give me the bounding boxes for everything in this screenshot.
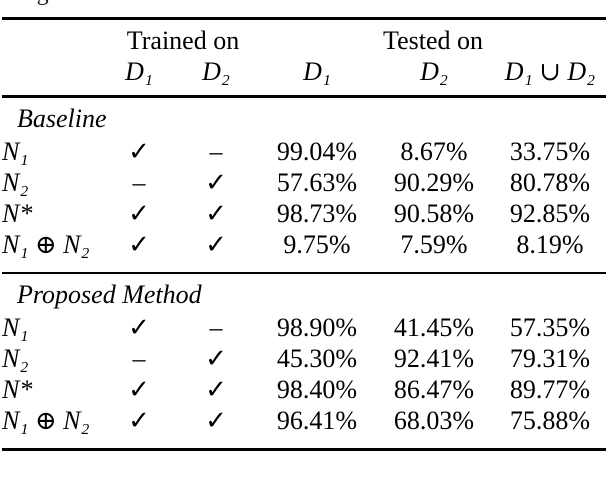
model-label: N₂ [2,168,29,197]
group-header-row: Trained on Tested on [2,19,606,57]
model-label: N* [2,375,33,404]
model-label: N₁ [2,313,29,342]
tested-union-cell: 33.75% [509,137,591,166]
trained-d1-cell: ✓ [128,199,150,228]
tested-union-cell: 80.78% [509,168,591,197]
table-section: Proposed Method N₁ ✓ – 98.90% 41.45% 57.… [2,273,607,450]
trained-d2-cell: ✓ [205,375,227,404]
trained-on-header: Trained on [126,26,240,55]
tested-union-cell: 79.31% [509,344,591,373]
trained-d1-cell: ✓ [128,230,150,259]
model-label: N₁ ⊕ N₂ [2,230,90,259]
col-tested-d1: D₁ [303,57,331,86]
clipped-text-line: weights of the networks. [2,0,608,9]
model-label: N₁ [2,137,29,166]
table-section: Baseline N₁ ✓ – 99.04% 8.67% 33.75% N₂ –… [2,97,606,274]
table-header: Trained on Tested on D₁ D₂ D₁ D₂ D₁ ∪ D₂ [2,19,607,97]
tested-d1-cell: 57.63% [276,168,358,197]
tested-d1-cell: 98.40% [276,375,358,404]
tested-union-cell: 75.88% [509,406,591,435]
tested-d2-cell: 90.58% [393,199,475,228]
table-row: N₂ – ✓ 45.30% 92.41% 79.31% [2,343,606,374]
trained-d1-cell: ✓ [128,375,150,404]
trained-d2-cell: ✓ [205,344,227,373]
tested-d1-cell: 99.04% [276,137,358,166]
tested-union-cell: 89.77% [509,375,591,404]
section-title: Proposed Method [17,280,202,309]
table-row: N* ✓ ✓ 98.73% 90.58% 92.85% [2,198,606,229]
tested-union-cell: 57.35% [509,313,591,342]
table-row: N₁ ✓ – 99.04% 8.67% 33.75% [2,136,606,167]
col-trained-d2: D₂ [202,57,230,86]
section-header-row: Proposed Method [2,273,606,312]
trained-d1-cell: – [132,344,146,373]
col-trained-d1: D₁ [125,57,153,86]
trained-d2-cell: ✓ [205,230,227,259]
table-row: N₁ ⊕ N₂ ✓ ✓ 9.75% 7.59% 8.19% [2,229,606,273]
trained-d1-cell: ✓ [128,313,150,342]
tested-union-cell: 92.85% [509,199,591,228]
column-header-row: D₁ D₂ D₁ D₂ D₁ ∪ D₂ [2,56,606,97]
tested-d2-cell: 86.47% [393,375,475,404]
tested-d2-cell: 7.59% [400,230,468,259]
trained-d1-cell: ✓ [128,137,150,166]
model-label: N₂ [2,344,29,373]
subheader-spacer [2,56,106,97]
trained-d2-cell: ✓ [205,168,227,197]
table-row: N* ✓ ✓ 98.40% 86.47% 89.77% [2,374,606,405]
section-title: Baseline [17,104,107,133]
col-tested-d1-union-d2: D₁ ∪ D₂ [504,57,596,86]
section-header-row: Baseline [2,97,606,137]
trained-d2-cell: ✓ [205,199,227,228]
table-row: N₁ ✓ – 98.90% 41.45% 57.35% [2,312,606,343]
tested-d2-cell: 90.29% [393,168,475,197]
tested-on-header: Tested on [383,26,483,55]
trained-d2-cell: – [209,313,223,342]
model-label: N* [2,199,33,228]
caption-fragment-text: weights of the networks. [2,0,608,6]
tested-d2-cell: 68.03% [393,406,475,435]
trained-d2-cell: – [209,137,223,166]
tested-d1-cell: 9.75% [283,230,351,259]
table-row: N₁ ⊕ N₂ ✓ ✓ 96.41% 68.03% 75.88% [2,405,606,450]
trained-d1-cell: ✓ [128,406,150,435]
header-spacer [2,19,106,57]
results-table: Trained on Tested on D₁ D₂ D₁ D₂ D₁ ∪ D₂… [2,17,607,451]
tested-d2-cell: 8.67% [400,137,468,166]
tested-d1-cell: 98.90% [276,313,358,342]
tested-d1-cell: 45.30% [276,344,358,373]
trained-d2-cell: ✓ [205,406,227,435]
trained-d1-cell: – [132,168,146,197]
table-row: N₂ – ✓ 57.63% 90.29% 80.78% [2,167,606,198]
tested-d1-cell: 98.73% [276,199,358,228]
tested-d1-cell: 96.41% [276,406,358,435]
tested-d2-cell: 41.45% [393,313,475,342]
model-label: N₁ ⊕ N₂ [2,406,90,435]
tested-d2-cell: 92.41% [393,344,475,373]
tested-union-cell: 8.19% [516,230,584,259]
col-tested-d2: D₂ [420,57,448,86]
